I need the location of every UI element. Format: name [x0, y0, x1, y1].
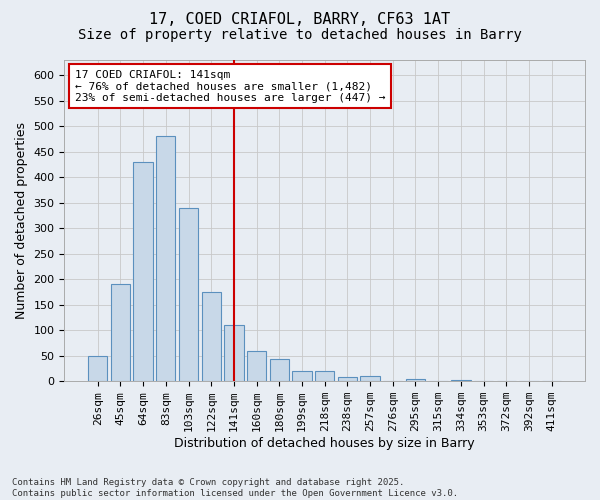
Text: Contains HM Land Registry data © Crown copyright and database right 2025.
Contai: Contains HM Land Registry data © Crown c…	[12, 478, 458, 498]
Bar	[133, 162, 153, 381]
Bar	[156, 136, 175, 381]
Bar	[269, 360, 289, 381]
Text: 17, COED CRIAFOL, BARRY, CF63 1AT: 17, COED CRIAFOL, BARRY, CF63 1AT	[149, 12, 451, 28]
Bar	[179, 208, 198, 381]
Bar	[292, 371, 311, 381]
Bar	[224, 325, 244, 381]
Text: 17 COED CRIAFOL: 141sqm
← 76% of detached houses are smaller (1,482)
23% of semi: 17 COED CRIAFOL: 141sqm ← 76% of detache…	[75, 70, 385, 103]
Bar	[247, 350, 266, 381]
Bar	[88, 356, 107, 381]
Y-axis label: Number of detached properties: Number of detached properties	[15, 122, 28, 319]
Bar	[202, 292, 221, 381]
Bar	[406, 378, 425, 381]
X-axis label: Distribution of detached houses by size in Barry: Distribution of detached houses by size …	[175, 437, 475, 450]
Bar	[111, 284, 130, 381]
Text: Size of property relative to detached houses in Barry: Size of property relative to detached ho…	[78, 28, 522, 42]
Bar	[315, 371, 334, 381]
Bar	[451, 380, 470, 381]
Bar	[361, 376, 380, 381]
Bar	[338, 376, 357, 381]
